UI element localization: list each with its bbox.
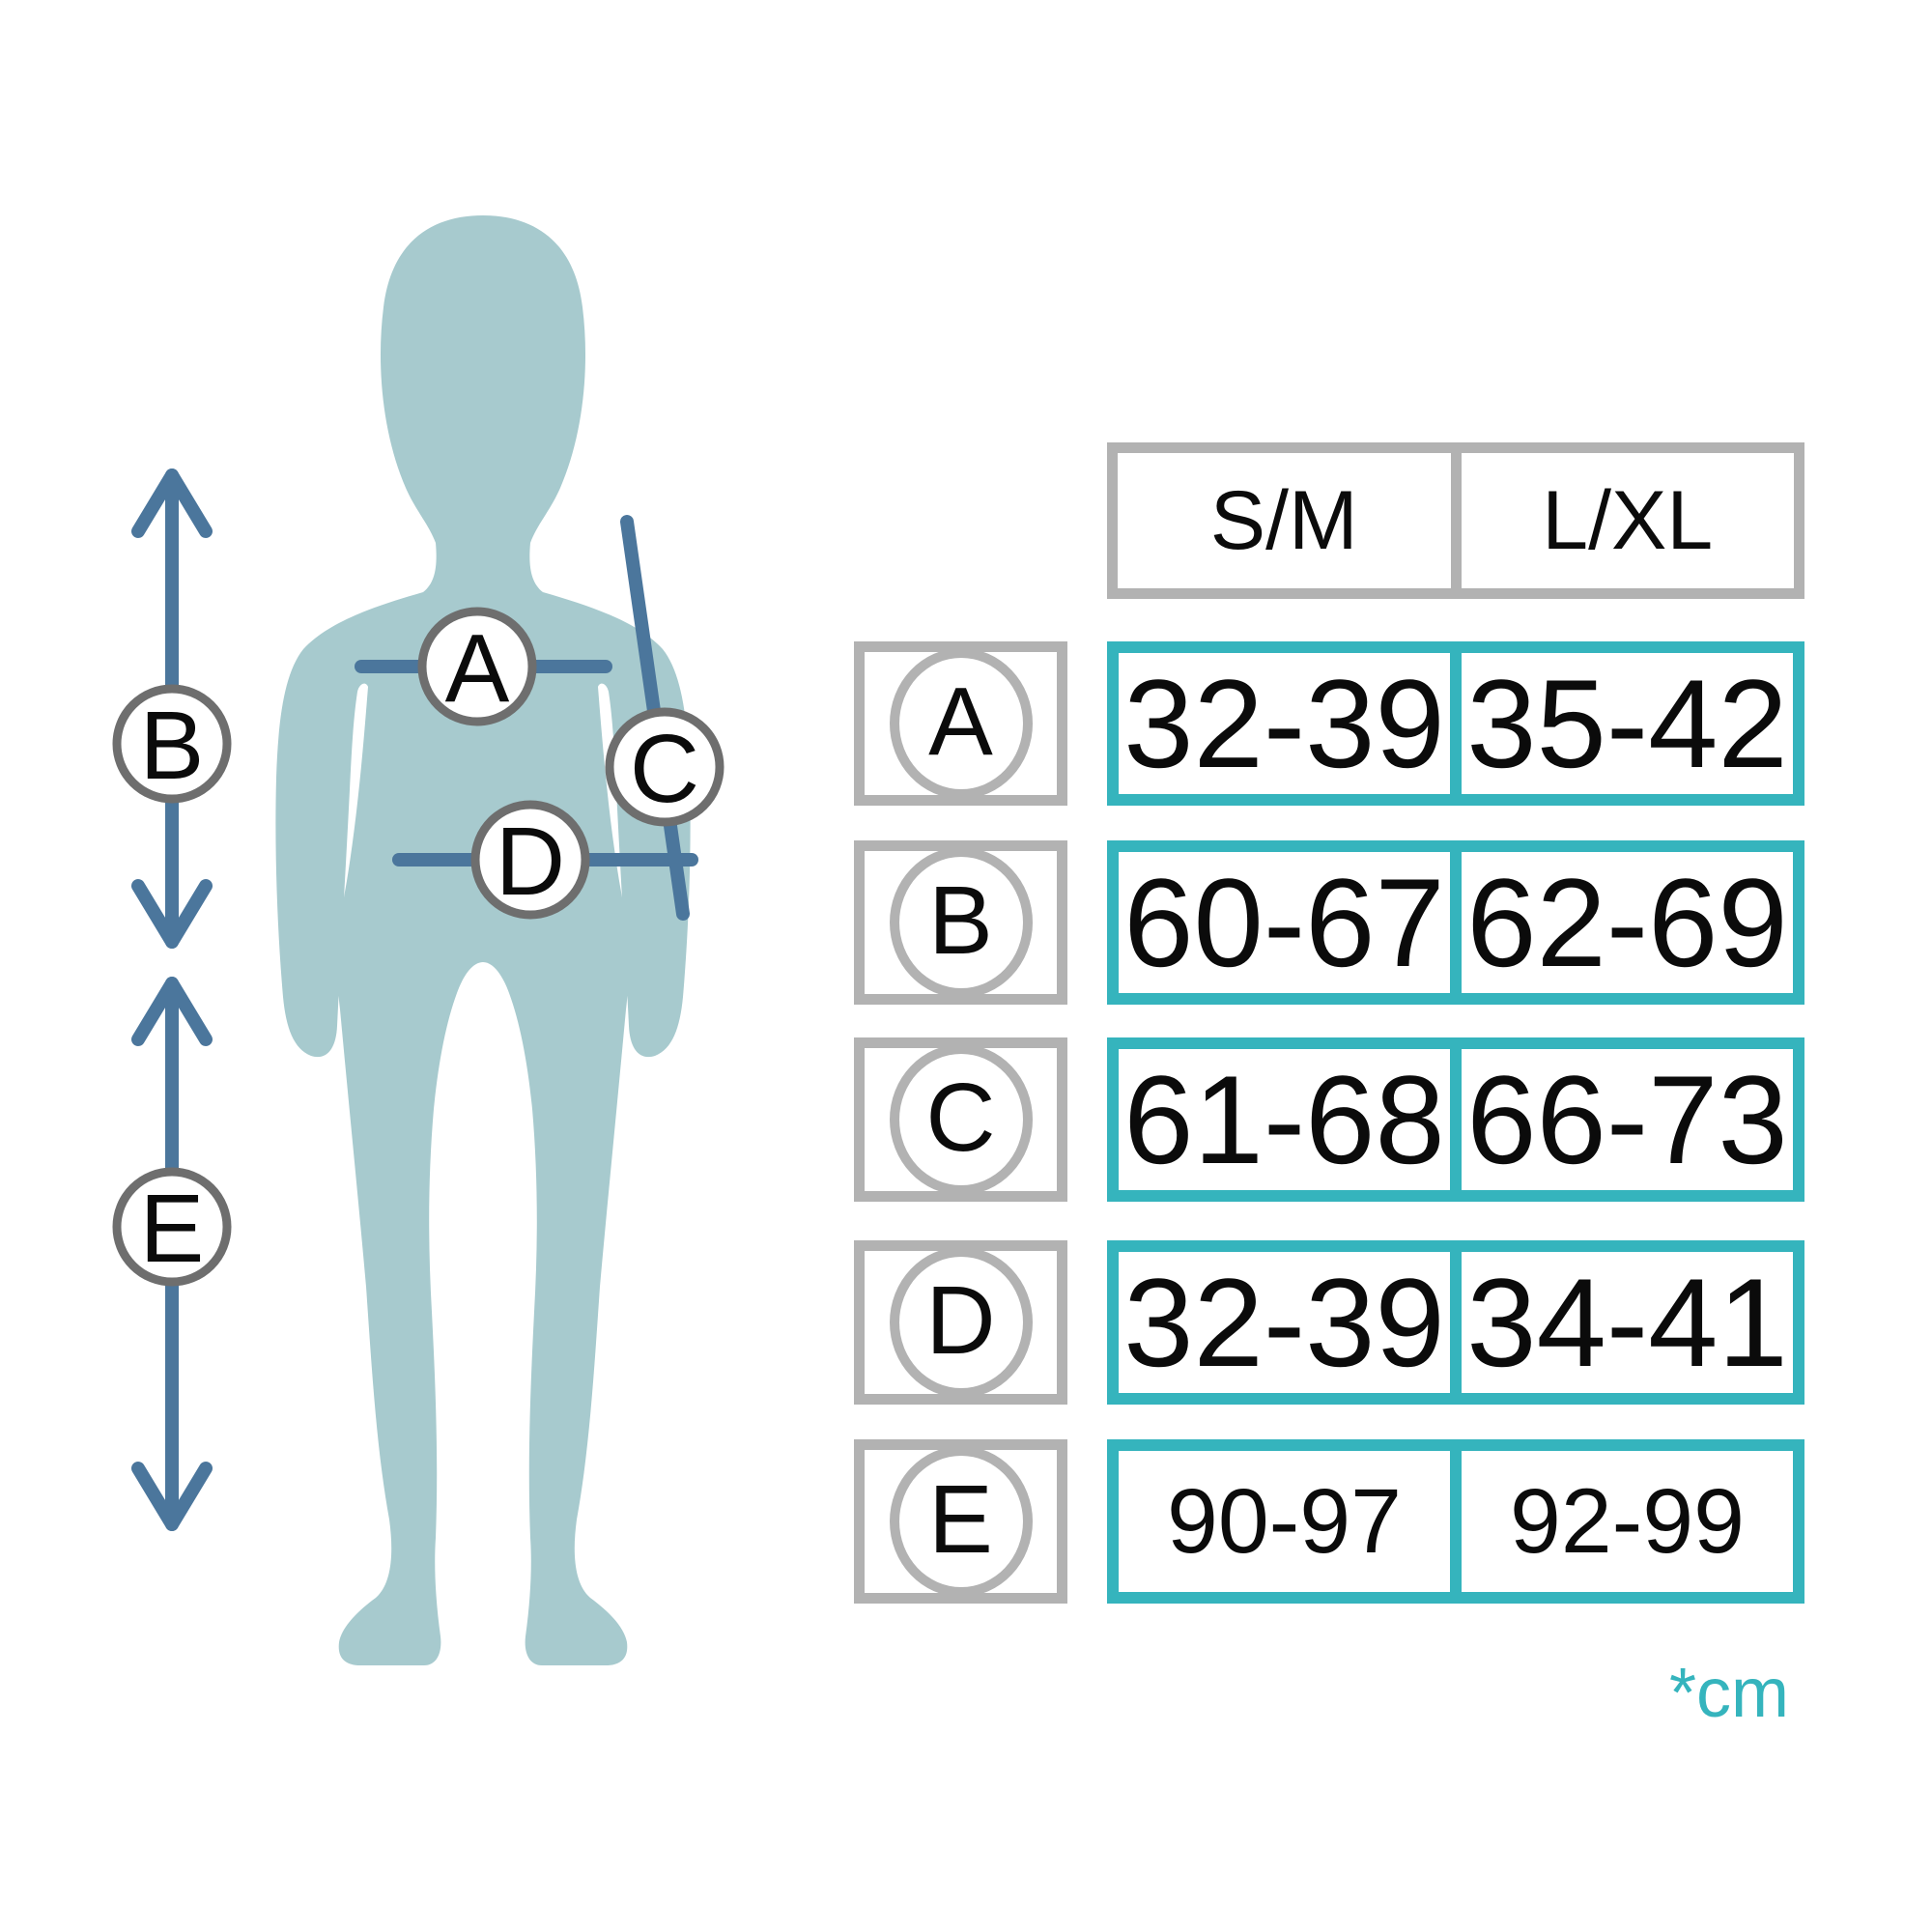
row-label-c-ring: C [889, 1044, 1033, 1195]
cell-d-lxl: 34-41 [1462, 1252, 1793, 1393]
table-row: 32-39 35-42 [1107, 641, 1804, 806]
row-label-a-ring: A [889, 648, 1033, 799]
marker-a-letter: A [445, 614, 510, 723]
cell-a-sm: 32-39 [1119, 653, 1462, 794]
marker-c-circle [605, 707, 724, 827]
cell-e-sm: 90-97 [1119, 1451, 1462, 1592]
row-label-e: E [854, 1439, 1067, 1604]
row-label-c: C [854, 1037, 1067, 1202]
marker-c-letter: C [630, 715, 699, 823]
row-label-b: B [854, 840, 1067, 1005]
cell-c-lxl: 66-73 [1462, 1049, 1793, 1190]
row-label-b-letter: B [928, 867, 993, 975]
marker-e-letter: E [140, 1175, 205, 1283]
row-label-d-letter: D [925, 1266, 996, 1375]
row-label-d: D [854, 1240, 1067, 1405]
marker-b-letter: B [140, 692, 205, 800]
column-header-lxl: L/XL [1461, 453, 1794, 588]
marker-d-circle [470, 800, 590, 920]
body-silhouette-shape [275, 215, 691, 1665]
table-row: 61-68 66-73 [1107, 1037, 1804, 1202]
row-label-a: A [854, 641, 1067, 806]
marker-a-circle [417, 607, 537, 726]
table-row: 90-97 92-99 [1107, 1439, 1804, 1604]
row-label-e-ring: E [889, 1446, 1033, 1597]
cell-b-sm: 60-67 [1119, 852, 1462, 993]
table-row: 60-67 62-69 [1107, 840, 1804, 1005]
units-footnote: *cm [1669, 1655, 1789, 1732]
cell-c-sm: 61-68 [1119, 1049, 1462, 1190]
row-label-d-ring: D [889, 1247, 1033, 1398]
table-row: 32-39 34-41 [1107, 1240, 1804, 1405]
cell-d-sm: 32-39 [1119, 1252, 1462, 1393]
marker-e-circle [112, 1167, 232, 1287]
marker-b-circle [112, 684, 232, 804]
figure-markers: A B C D E [112, 607, 724, 1287]
cell-a-lxl: 35-42 [1462, 653, 1793, 794]
cell-e-lxl: 92-99 [1462, 1451, 1793, 1592]
row-label-e-letter: E [928, 1465, 993, 1574]
row-label-c-letter: C [925, 1064, 996, 1172]
row-label-b-ring: B [889, 847, 1033, 998]
column-header-sm: S/M [1118, 453, 1462, 588]
row-label-a-letter: A [928, 668, 993, 776]
cell-b-lxl: 62-69 [1462, 852, 1793, 993]
size-table-header: S/M L/XL [1107, 442, 1804, 599]
marker-d-letter: D [496, 808, 565, 916]
